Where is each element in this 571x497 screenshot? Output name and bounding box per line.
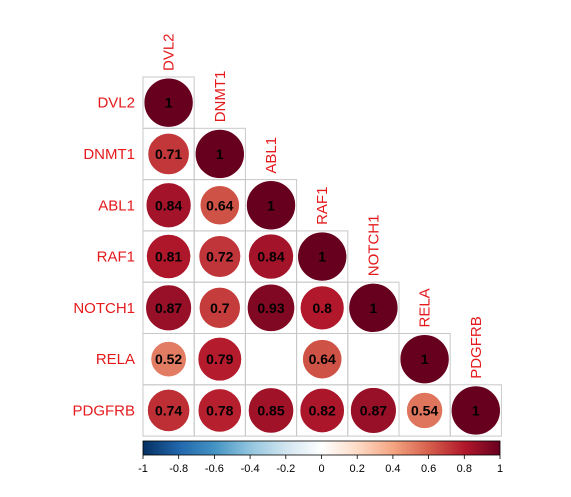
corr-circle-raf1-dvl2 (146, 234, 191, 279)
corr-circle-dvl2-dvl2 (143, 77, 194, 128)
grid-layer (142, 76, 502, 437)
col-label-pdgfrb: PDGFRB (468, 316, 485, 379)
col-label-dnmt1: DNMT1 (212, 71, 229, 123)
corr-circle-rela-dvl2 (150, 341, 187, 378)
corr-circle-pdgfrb-raf1 (299, 387, 345, 433)
row-label-dvl2: DVL2 (97, 95, 135, 112)
corr-value-raf1-raf1: 1 (318, 249, 326, 265)
corr-value-raf1-dnmt1: 0.72 (206, 249, 233, 265)
corr-circle-pdgfrb-notch1 (350, 387, 397, 434)
colorbar-gradient (142, 440, 501, 456)
circle-layer (143, 77, 501, 436)
grid-cell-pdgfrb-pdgfrb (449, 384, 502, 437)
colorbar-tick-label: -0.6 (205, 463, 224, 475)
corr-value-abl1-dnmt1: 0.64 (206, 197, 233, 213)
col-label-notch1: NOTCH1 (365, 215, 382, 277)
colorbar-tick-label: -0.8 (169, 463, 188, 475)
colorbar-tick-label: 0.4 (385, 463, 400, 475)
corr-value-pdgfrb-raf1: 0.82 (309, 402, 336, 418)
colorbar-tick-label: -0.4 (241, 463, 260, 475)
colorbar-tick-label: 0 (318, 463, 324, 475)
row-label-rela: RELA (96, 351, 135, 368)
grid-cell-rela-notch1 (347, 333, 400, 386)
corr-circle-abl1-abl1 (246, 180, 296, 231)
col-label-raf1: RAF1 (314, 187, 331, 225)
corr-value-pdgfrb-notch1: 0.87 (360, 402, 387, 418)
corr-value-rela-dnmt1: 0.79 (206, 351, 233, 367)
corr-circle-notch1-dvl2 (145, 284, 192, 332)
corr-circle-abl1-dvl2 (145, 182, 192, 229)
corr-value-rela-raf1: 0.64 (309, 351, 336, 367)
col-label-abl1: ABL1 (263, 137, 280, 174)
corr-circle-dnmt1-dvl2 (147, 133, 190, 175)
row-label-pdgfrb: PDGFRB (72, 402, 135, 419)
corr-circle-rela-dnmt1 (197, 337, 242, 382)
corr-circle-pdgfrb-dnmt1 (197, 388, 242, 433)
corr-value-notch1-raf1: 0.8 (312, 300, 332, 316)
corr-value-rela-dvl2: 0.52 (155, 351, 182, 367)
corr-value-raf1-dvl2: 0.81 (155, 249, 182, 265)
corr-value-abl1-abl1: 1 (267, 197, 275, 213)
colorbar-tick-label: -0.2 (276, 463, 295, 475)
corr-circle-rela-rela (399, 334, 450, 384)
corr-value-raf1-abl1: 0.84 (257, 249, 284, 265)
corr-value-pdgfrb-rela: 0.54 (411, 402, 438, 418)
corr-value-notch1-notch1: 1 (370, 300, 378, 316)
corr-value-pdgfrb-dvl2: 0.74 (155, 402, 182, 418)
col-label-rela: RELA (417, 288, 434, 327)
corr-value-dnmt1-dvl2: 0.71 (155, 146, 182, 162)
col-label-dvl2: DVL2 (161, 33, 178, 71)
colorbar-tick-label: 0.6 (421, 463, 436, 475)
corr-value-pdgfrb-pdgfrb: 1 (472, 402, 480, 418)
corr-circle-abl1-dnmt1 (199, 185, 240, 226)
row-label-raf1: RAF1 (97, 249, 135, 266)
corr-circle-notch1-notch1 (348, 283, 399, 333)
corr-circle-rela-raf1 (302, 339, 343, 380)
colorbar: -1 -0.8 -0.6 -0.4 -0.2 0 0.2 0.4 0.6 0.8 1 (138, 440, 503, 475)
row-label-abl1: ABL1 (98, 197, 135, 214)
grid-cell-rela-abl1 (244, 333, 298, 386)
corr-circle-raf1-dnmt1 (198, 235, 241, 278)
corr-circle-dnmt1-dnmt1 (195, 129, 245, 179)
colorbar-tick-label: 0.2 (350, 463, 365, 475)
corr-value-notch1-dvl2: 0.87 (155, 300, 182, 316)
col-label-layer: DVL2 DNMT1 ABL1 RAF1 NOTCH1 RELA PDGFRB (161, 33, 485, 378)
row-label-layer: DVL2 DNMT1 ABL1 RAF1 NOTCH1 RELA PDGFRB (72, 95, 135, 420)
colorbar-tick-label: -1 (138, 463, 148, 475)
corr-value-notch1-abl1: 0.93 (257, 300, 284, 316)
corr-circle-pdgfrb-pdgfrb (450, 385, 501, 436)
corr-value-rela-rela: 1 (421, 351, 429, 367)
corr-circle-pdgfrb-dvl2 (147, 389, 190, 432)
corr-value-notch1-dnmt1: 0.7 (210, 300, 230, 316)
corr-circle-notch1-abl1 (247, 283, 295, 332)
corr-circle-pdgfrb-abl1 (248, 387, 294, 434)
cell-label-layer: 10.71 10.84 0.64 10.81 0.72 0.84 10.87 0.7 0.93 0… (155, 95, 480, 419)
corr-value-abl1-dvl2: 0.84 (155, 197, 182, 213)
corr-circle-raf1-abl1 (248, 233, 294, 280)
colorbar-tick-label: 0.8 (457, 463, 472, 475)
row-label-notch1: NOTCH1 (73, 300, 135, 317)
row-label-dnmt1: DNMT1 (83, 146, 135, 163)
colorbar-tick-label: 1 (497, 463, 503, 475)
corr-value-dnmt1-dnmt1: 1 (216, 146, 224, 162)
corr-circle-raf1-raf1 (297, 231, 348, 282)
corr-value-pdgfrb-abl1: 0.85 (257, 402, 284, 418)
corr-value-pdgfrb-dnmt1: 0.78 (206, 402, 233, 418)
corr-value-dvl2-dvl2: 1 (165, 95, 173, 111)
corr-circle-pdgfrb-rela (406, 392, 443, 429)
corr-circle-notch1-raf1 (299, 285, 345, 331)
corr-circle-notch1-dnmt1 (199, 287, 241, 329)
